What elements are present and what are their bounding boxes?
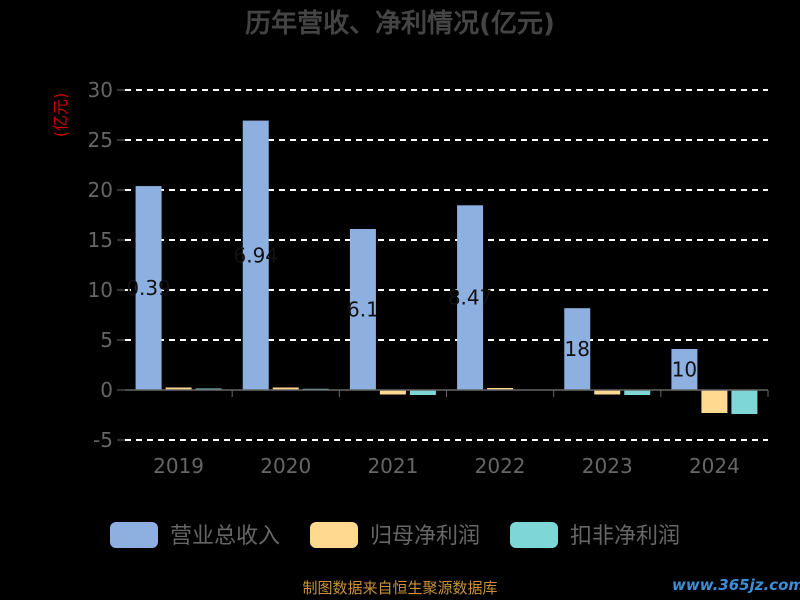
watermark: www.365jz.com: [672, 576, 800, 594]
x-tick-label: 2020: [260, 454, 311, 478]
data-label: 6.1: [347, 298, 379, 322]
source-note: 制图数据来自恒生聚源数据库: [302, 579, 497, 597]
legend-label[interactable]: 扣非净利润: [570, 524, 680, 549]
legend-swatch[interactable]: [510, 522, 558, 548]
legend-swatch[interactable]: [310, 522, 358, 548]
legend-label[interactable]: 归母净利润: [370, 524, 480, 549]
data-labels: 0.39 6.94 6.1 8.47 18 10: [126, 243, 697, 381]
bar-营业总收入-2020[interactable]: [242, 120, 269, 390]
bar-归母净利润-2024[interactable]: [701, 390, 728, 413]
chart-title: 历年营收、净利情况(亿元): [245, 8, 555, 39]
y-tick-label: 0: [100, 378, 113, 402]
bar-营业总收入-2019[interactable]: [135, 186, 162, 390]
bar-归母净利润-2023[interactable]: [594, 390, 621, 395]
bar-扣非净利润-2021[interactable]: [409, 390, 436, 395]
bar-营业总收入-2021[interactable]: [349, 229, 376, 390]
y-axis-label: (亿元): [51, 93, 70, 138]
legend-label[interactable]: 营业总收入: [170, 524, 280, 549]
x-tick-label: 2021: [367, 454, 418, 478]
bar-扣非净利润-2024[interactable]: [731, 390, 758, 414]
bar-归母净利润-2019[interactable]: [165, 387, 192, 391]
bars: [135, 120, 758, 414]
x-tick-label: 2022: [475, 454, 526, 478]
bar-营业总收入-2023[interactable]: [564, 308, 591, 390]
data-label: 8.47: [448, 286, 493, 310]
data-label: 18: [565, 337, 590, 361]
bar-扣非净利润-2023[interactable]: [624, 390, 651, 395]
bar-归母净利润-2020[interactable]: [272, 387, 299, 391]
y-tick-label: 25: [88, 128, 113, 152]
x-tick-label: 2019: [153, 454, 204, 478]
bar-归母净利润-2021[interactable]: [379, 390, 406, 395]
data-label: 0.39: [126, 276, 171, 300]
y-tick-label: 20: [88, 178, 113, 202]
grid-lines: [125, 89, 768, 441]
x-tick-label: 2023: [582, 454, 633, 478]
y-tick-label: 15: [88, 228, 113, 252]
bar-营业总收入-2022[interactable]: [457, 205, 484, 390]
y-tick-label: -5: [93, 428, 113, 452]
data-label: 10: [672, 358, 697, 382]
bar-营业总收入-2024[interactable]: [671, 349, 698, 390]
x-tick-label: 2024: [689, 454, 740, 478]
data-label: 6.94: [233, 243, 278, 267]
legend-swatch[interactable]: [110, 522, 158, 548]
y-tick-label: 10: [88, 278, 113, 302]
legend[interactable]: 营业总收入 归母净利润 扣非净利润: [110, 522, 680, 549]
y-tick-label: 5: [100, 328, 113, 352]
axes: 30 25 20 15 10 5 0 -5 2019 2020 2021 2022 2023 2024: [88, 78, 769, 478]
bar-归母净利润-2022[interactable]: [487, 388, 514, 390]
y-tick-label: 30: [88, 78, 113, 102]
